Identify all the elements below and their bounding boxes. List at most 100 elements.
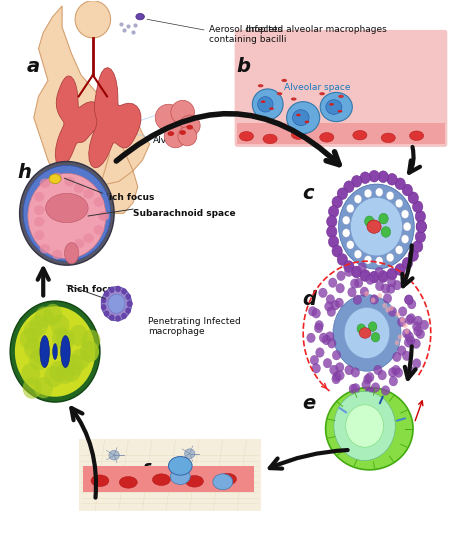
Ellipse shape bbox=[405, 332, 413, 341]
Circle shape bbox=[29, 314, 48, 336]
Text: h: h bbox=[17, 163, 31, 182]
Ellipse shape bbox=[351, 384, 360, 393]
Ellipse shape bbox=[353, 295, 362, 304]
Ellipse shape bbox=[374, 365, 382, 375]
Ellipse shape bbox=[316, 348, 324, 357]
Circle shape bbox=[385, 307, 390, 312]
Text: Rich focus: Rich focus bbox=[102, 193, 155, 202]
Ellipse shape bbox=[392, 352, 401, 362]
Ellipse shape bbox=[359, 328, 371, 338]
Ellipse shape bbox=[74, 183, 84, 193]
Ellipse shape bbox=[399, 306, 407, 316]
Text: a: a bbox=[27, 56, 40, 76]
Ellipse shape bbox=[333, 372, 341, 382]
Ellipse shape bbox=[414, 316, 422, 326]
FancyArrowPatch shape bbox=[402, 245, 412, 286]
Ellipse shape bbox=[320, 92, 352, 122]
Ellipse shape bbox=[412, 241, 423, 253]
Ellipse shape bbox=[366, 388, 375, 398]
Ellipse shape bbox=[269, 107, 274, 110]
Text: Aerosol droplets
containing bacilli: Aerosol droplets containing bacilli bbox=[209, 25, 286, 44]
Ellipse shape bbox=[365, 387, 374, 397]
Ellipse shape bbox=[64, 246, 75, 255]
Ellipse shape bbox=[261, 100, 265, 103]
Ellipse shape bbox=[61, 336, 70, 368]
Ellipse shape bbox=[382, 284, 390, 294]
Ellipse shape bbox=[292, 110, 309, 126]
Ellipse shape bbox=[19, 161, 114, 265]
Ellipse shape bbox=[312, 309, 320, 318]
Ellipse shape bbox=[406, 366, 415, 376]
Ellipse shape bbox=[405, 315, 414, 325]
Ellipse shape bbox=[170, 469, 190, 484]
Circle shape bbox=[125, 294, 131, 300]
Ellipse shape bbox=[326, 295, 335, 304]
Circle shape bbox=[371, 297, 375, 303]
Circle shape bbox=[364, 291, 369, 296]
Circle shape bbox=[342, 229, 350, 237]
Text: c: c bbox=[302, 184, 314, 203]
Ellipse shape bbox=[171, 100, 194, 124]
Text: Subarachnoid space: Subarachnoid space bbox=[133, 209, 236, 218]
Text: g: g bbox=[17, 312, 31, 330]
FancyBboxPatch shape bbox=[235, 30, 447, 147]
Ellipse shape bbox=[319, 333, 328, 343]
Circle shape bbox=[52, 327, 71, 349]
Ellipse shape bbox=[402, 329, 411, 338]
Ellipse shape bbox=[319, 133, 334, 142]
Circle shape bbox=[109, 314, 115, 321]
Circle shape bbox=[108, 294, 125, 313]
FancyArrowPatch shape bbox=[409, 147, 420, 173]
Ellipse shape bbox=[326, 332, 334, 341]
Ellipse shape bbox=[381, 386, 390, 395]
Circle shape bbox=[10, 301, 100, 402]
Ellipse shape bbox=[397, 317, 406, 327]
Ellipse shape bbox=[407, 336, 415, 345]
Ellipse shape bbox=[164, 125, 187, 148]
Ellipse shape bbox=[337, 188, 347, 199]
Ellipse shape bbox=[335, 298, 344, 308]
Circle shape bbox=[364, 189, 372, 198]
Circle shape bbox=[80, 341, 99, 362]
Circle shape bbox=[104, 310, 109, 317]
Ellipse shape bbox=[329, 103, 334, 106]
Ellipse shape bbox=[219, 473, 237, 485]
Circle shape bbox=[101, 304, 107, 310]
Ellipse shape bbox=[328, 236, 339, 248]
FancyArrowPatch shape bbox=[270, 450, 347, 469]
Ellipse shape bbox=[369, 271, 379, 283]
Ellipse shape bbox=[263, 134, 277, 144]
Ellipse shape bbox=[93, 197, 104, 207]
Ellipse shape bbox=[332, 245, 342, 257]
Circle shape bbox=[371, 333, 380, 342]
Ellipse shape bbox=[388, 307, 397, 317]
Circle shape bbox=[334, 391, 395, 461]
Circle shape bbox=[404, 329, 409, 334]
Ellipse shape bbox=[325, 302, 333, 311]
Ellipse shape bbox=[375, 281, 384, 291]
FancyBboxPatch shape bbox=[237, 123, 445, 144]
Ellipse shape bbox=[49, 174, 61, 183]
Ellipse shape bbox=[387, 173, 397, 185]
Circle shape bbox=[20, 328, 39, 350]
Text: e: e bbox=[302, 394, 316, 413]
Circle shape bbox=[115, 286, 121, 292]
Ellipse shape bbox=[336, 370, 344, 380]
Text: Alveolar space: Alveolar space bbox=[284, 83, 351, 92]
Circle shape bbox=[338, 184, 414, 269]
Circle shape bbox=[24, 321, 43, 342]
Circle shape bbox=[379, 213, 388, 224]
Ellipse shape bbox=[319, 288, 327, 297]
Ellipse shape bbox=[366, 275, 374, 285]
Ellipse shape bbox=[337, 254, 347, 265]
Ellipse shape bbox=[328, 278, 337, 287]
Ellipse shape bbox=[93, 225, 104, 235]
FancyArrowPatch shape bbox=[116, 114, 339, 165]
Ellipse shape bbox=[258, 84, 264, 87]
Ellipse shape bbox=[28, 173, 106, 259]
Ellipse shape bbox=[292, 130, 306, 140]
Circle shape bbox=[350, 197, 402, 256]
Ellipse shape bbox=[40, 179, 50, 188]
Ellipse shape bbox=[296, 114, 301, 116]
Ellipse shape bbox=[186, 125, 193, 130]
